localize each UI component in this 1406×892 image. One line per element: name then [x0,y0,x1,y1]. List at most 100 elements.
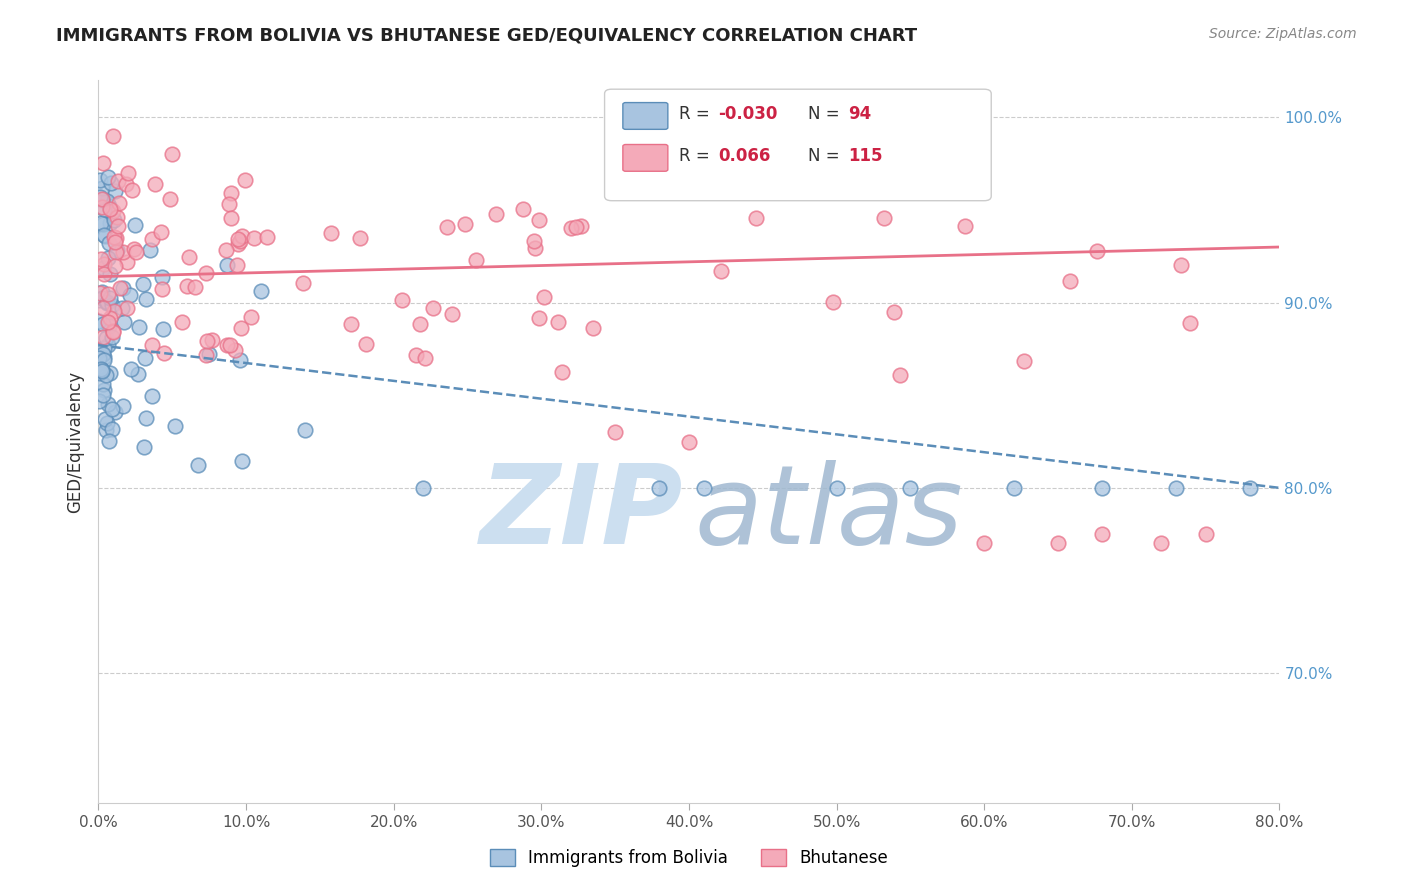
Point [90,216,112,230]
Text: atlas: atlas [695,460,963,567]
Point [294,423,316,437]
Point [103,324,125,338]
Point [105,231,128,245]
Point [96,194,118,208]
Point [101,330,124,344]
Point [527,310,550,325]
Point [115,255,138,269]
Point [97,169,120,184]
Point [560,220,582,235]
Point [523,241,546,255]
Text: IMMIGRANTS FROM BOLIVIA VS BHUTANESE GED/EQUIVALENCY CORRELATION CHART: IMMIGRANTS FROM BOLIVIA VS BHUTANESE GED… [56,27,917,45]
Point [256,230,278,244]
Point [1012,354,1035,368]
Point [98,199,121,213]
Point [229,353,252,368]
Point [97,337,120,351]
Point [101,401,124,416]
Point [201,333,224,347]
Point [91,217,114,231]
Point [97,318,120,333]
Point [96,294,118,309]
Point [250,284,273,298]
Point [89,173,111,187]
Point [89,190,111,204]
Point [163,418,186,433]
Point [226,237,249,252]
Point [229,234,252,248]
Point [605,425,627,440]
Point [104,235,127,250]
Point [973,536,995,550]
Point [96,424,118,438]
Point [134,351,156,365]
Point [821,294,844,309]
Point [89,366,111,380]
Text: -0.030: -0.030 [718,105,778,123]
Y-axis label: GED/Equivalency: GED/Equivalency [66,370,84,513]
Text: ZIP: ZIP [479,460,683,567]
Point [409,318,432,332]
Point [349,230,371,244]
Point [94,412,117,426]
Point [135,410,157,425]
Point [231,453,253,467]
Point [239,310,262,325]
Point [143,177,166,191]
Point [107,196,129,211]
Point [91,330,114,344]
Point [103,259,125,273]
Point [195,334,218,348]
Point [89,293,111,307]
Point [197,347,219,361]
Point [98,267,121,281]
Point [103,128,125,143]
Point [90,364,112,378]
Point [103,303,125,318]
Point [90,363,112,377]
Point [91,387,114,401]
Point [291,276,314,290]
Point [111,301,134,316]
Point [117,166,139,180]
Point [1178,317,1201,331]
Point [233,173,256,187]
Point [218,338,240,352]
Point [354,336,377,351]
Point [107,219,129,234]
Point [745,211,768,226]
Point [226,232,249,246]
Point [340,318,363,332]
Point [648,481,671,495]
Point [569,219,592,233]
Point [131,277,153,292]
Point [221,211,243,225]
Point [120,361,142,376]
Point [112,244,135,259]
Point [97,314,120,328]
Point [91,193,114,207]
Point [98,366,121,380]
Point [436,220,458,235]
Point [93,384,115,398]
Point [149,225,172,239]
Point [90,252,112,267]
Point [150,269,173,284]
Point [405,348,427,362]
Point [124,242,146,256]
Point [90,362,112,376]
Point [91,155,114,169]
Point [883,305,905,319]
Point [533,290,555,304]
Point [120,288,142,302]
Point [194,266,217,280]
Point [176,279,198,293]
Point [454,217,477,231]
Point [87,394,110,409]
Text: R =: R = [679,105,716,123]
Point [112,315,135,329]
Point [1239,481,1261,495]
Point [98,216,121,230]
Text: 0.066: 0.066 [718,147,770,165]
Point [141,338,163,352]
